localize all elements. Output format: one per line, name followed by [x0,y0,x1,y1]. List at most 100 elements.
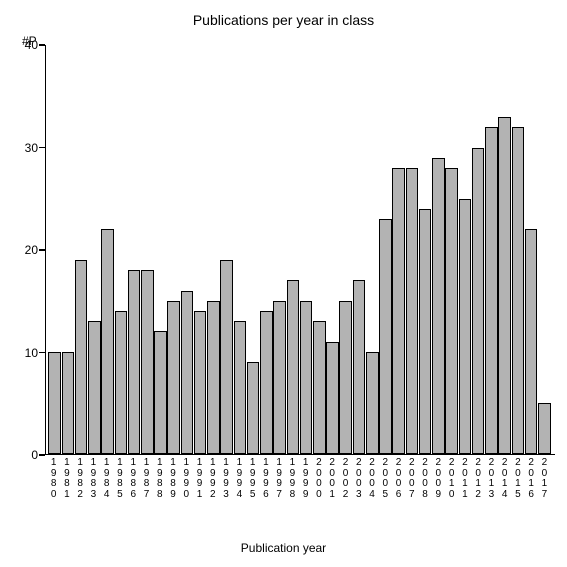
bar [101,229,114,454]
bars-area [46,45,555,454]
y-tick-label: 20 [0,243,38,257]
y-tick [39,147,45,149]
x-tick-label: 2 0 1 4 [498,458,511,500]
bar [75,260,88,454]
y-tick-label: 10 [0,346,38,360]
x-tick-label: 2 0 0 2 [339,458,352,500]
bar [115,311,128,454]
x-tick-label: 1 9 9 3 [219,458,232,500]
x-axis-label: Publication year [0,541,567,555]
x-tick-label: 1 9 9 5 [246,458,259,500]
x-tick-label: 2 0 1 7 [538,458,551,500]
x-tick-label: 2 0 1 5 [511,458,524,500]
bar [48,352,61,454]
bar [485,127,498,454]
plot-area [45,45,555,455]
x-tick-label: 1 9 8 4 [100,458,113,500]
bar [300,301,313,454]
bar [207,301,220,454]
x-tick-label: 1 9 9 2 [206,458,219,500]
bar-slot [286,280,299,454]
bar-slot [326,342,339,454]
x-tick-label: 2 0 1 3 [485,458,498,500]
bar-slot [538,403,551,454]
bar-slot [511,127,524,454]
bar [366,352,379,454]
bar-slot [260,311,273,454]
bar-slot [273,301,286,454]
x-tick-label: 1 9 8 3 [87,458,100,500]
x-tick-label: 1 9 9 4 [233,458,246,500]
bar [62,352,75,454]
bar-slot [154,331,167,454]
bar [419,209,432,454]
y-tick [39,454,45,456]
bar [498,117,511,454]
x-tick-label: 1 9 8 8 [153,458,166,500]
bar [326,342,339,454]
y-tick-label: 0 [0,448,38,462]
x-tick-label: 1 9 9 7 [273,458,286,500]
x-tick-label: 1 9 8 2 [74,458,87,500]
x-tick-label: 1 9 8 7 [140,458,153,500]
bar-slot [48,352,61,454]
bar-slot [472,148,485,454]
bar [181,291,194,454]
x-tick-label: 1 9 8 1 [60,458,73,500]
bar-slot [339,301,352,454]
x-tick-label: 1 9 8 6 [127,458,140,500]
bar [234,321,247,454]
bar [167,301,180,454]
bar [459,199,472,454]
x-tick-label: 2 0 1 2 [472,458,485,500]
y-tick-label: 40 [0,38,38,52]
x-tick-label: 2 0 0 1 [326,458,339,500]
bar [445,168,458,454]
bar-slot [141,270,154,454]
bar [525,229,538,454]
bar-slot [220,260,233,454]
x-tick-label: 2 0 0 8 [418,458,431,500]
bar [260,311,273,454]
bar-slot [167,301,180,454]
bar-slot [101,229,114,454]
y-tick [39,352,45,354]
bar-slot [379,219,392,454]
x-tick-label: 2 0 1 0 [445,458,458,500]
bar-slot [114,311,127,454]
x-tick-label: 1 9 8 0 [47,458,60,500]
bar [220,260,233,454]
bar-slot [299,301,312,454]
chart-container: Publications per year in class #P 010203… [0,0,567,567]
bar-slot [247,362,260,454]
bar-slot [419,209,432,454]
bar-slot [392,168,405,454]
bar-slot [445,168,458,454]
y-tick-label: 30 [0,141,38,155]
bar [406,168,419,454]
bar-slot [485,127,498,454]
bar-slot [313,321,326,454]
bar-slot [74,260,87,454]
x-tick-label: 2 0 0 0 [312,458,325,500]
bar-slot [524,229,537,454]
bar-slot [194,311,207,454]
bar-slot [405,168,418,454]
x-tick-label: 1 9 9 1 [193,458,206,500]
bar [339,301,352,454]
bar-slot [366,352,379,454]
y-tick [39,44,45,46]
bar [313,321,326,454]
y-tick [39,249,45,251]
bar [88,321,101,454]
bar [154,331,167,454]
x-tick-label: 2 0 1 6 [525,458,538,500]
bar-slot [61,352,74,454]
x-tick-label: 2 0 0 7 [405,458,418,500]
bar [194,311,207,454]
bar [432,158,445,454]
bar-slot [180,291,193,454]
bar-slot [127,270,140,454]
bar [287,280,300,454]
bar-slot [88,321,101,454]
